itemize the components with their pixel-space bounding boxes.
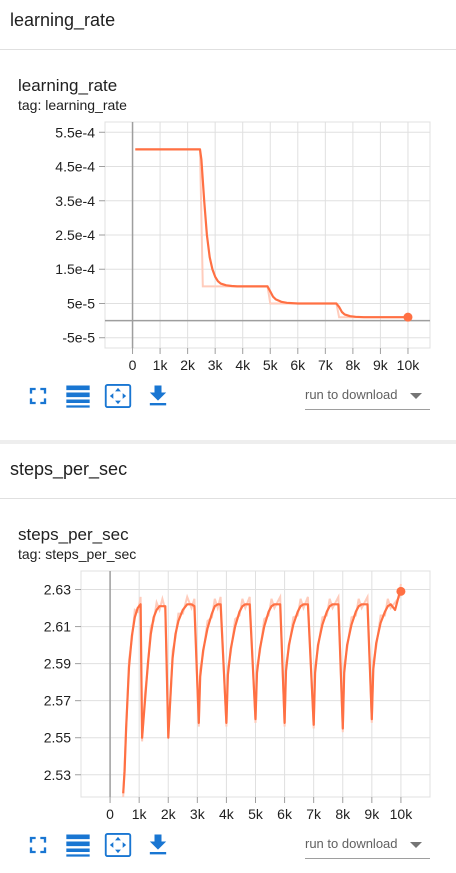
toggle-y-log-icon xyxy=(66,834,90,857)
toggle-y-log-button[interactable] xyxy=(64,831,92,859)
y-tick-label: 4.5e-4 xyxy=(55,159,95,175)
toggle-y-log-button[interactable] xyxy=(64,382,92,410)
x-tick-label: 0 xyxy=(106,806,114,822)
y-tick-label: 5.5e-4 xyxy=(55,124,95,140)
x-tick-label: 10k xyxy=(390,806,414,822)
x-tick-label: 8k xyxy=(335,806,351,822)
download-select[interactable]: run to download xyxy=(305,382,430,410)
x-tick-label: 7k xyxy=(306,806,322,822)
x-tick-label: 0 xyxy=(129,357,137,373)
x-tick-label: 9k xyxy=(373,357,389,373)
section-title: steps_per_sec xyxy=(10,459,128,479)
download-select-label: run to download xyxy=(305,836,398,851)
y-tick-label: 5e-5 xyxy=(67,295,95,311)
x-tick-label: 10k xyxy=(397,357,421,373)
section-separator xyxy=(0,440,456,444)
x-tick-label: 2k xyxy=(180,357,196,373)
x-tick-label: 3k xyxy=(208,357,224,373)
section-header-steps-per-sec[interactable]: steps_per_sec xyxy=(0,449,456,499)
fullscreen-button[interactable] xyxy=(24,831,52,859)
x-tick-label: 9k xyxy=(364,806,380,822)
x-tick-label: 8k xyxy=(345,357,361,373)
fit-domain-button[interactable] xyxy=(104,831,132,859)
y-tick-label: 2.5e-4 xyxy=(55,227,95,243)
plot-lines xyxy=(135,148,408,319)
card-tag: tag: learning_rate xyxy=(18,97,127,113)
section-header-learning-rate[interactable]: learning_rate xyxy=(0,0,456,50)
chart-toolbar: run to download xyxy=(0,382,456,416)
x-tick-label: 4k xyxy=(219,806,235,822)
x-tick-label: 1k xyxy=(153,357,169,373)
fullscreen-button[interactable] xyxy=(24,382,52,410)
section-title: learning_rate xyxy=(10,10,116,30)
card-title: steps_per_sec xyxy=(18,525,129,544)
download-button[interactable] xyxy=(144,382,172,410)
fullscreen-icon xyxy=(29,836,47,854)
chart-plot-group: 0 1k 2k 3k 4k 5k 6k 7k 8k 9k 10k -5e-5 5e-5 1.5e-4 2.5… xyxy=(55,121,431,373)
fit-domain-icon xyxy=(104,832,132,858)
y-tick-label: 1.5e-4 xyxy=(55,261,95,277)
x-tick-label: 5k xyxy=(248,806,264,822)
chart-card-learning-rate: learning_rate tag: learning_rate 0 1k 2k 3k… xyxy=(0,50,456,440)
chart-plot-group: 0 1k 2k 3k 4k 5k 6k 7k 8k 9k 10k 2.53 2.55 2.57 2.59 2.… xyxy=(44,570,431,822)
chart-toolbar: run to download xyxy=(0,831,456,865)
series-line xyxy=(135,148,408,319)
download-select[interactable]: run to download xyxy=(305,831,430,859)
last-point-marker xyxy=(396,586,406,596)
x-tick-label: 7k xyxy=(318,357,334,373)
y-tick-label: 2.61 xyxy=(44,619,71,635)
download-button[interactable] xyxy=(144,831,172,859)
y-tick-label: -5e-5 xyxy=(62,330,95,346)
chevron-down-icon xyxy=(410,842,422,848)
steps-per-sec-chart[interactable]: 0 1k 2k 3k 4k 5k 6k 7k 8k 9k 10k 2.53 2.55 2.57 2.59 2.… xyxy=(0,570,456,851)
y-tick-label: 3.5e-4 xyxy=(55,193,95,209)
chevron-down-icon xyxy=(410,393,422,399)
last-point-marker xyxy=(403,312,413,322)
x-tick-label: 2k xyxy=(161,806,177,822)
y-tick-label: 2.57 xyxy=(44,693,71,709)
fit-domain-icon xyxy=(104,383,132,409)
x-tick-label: 3k xyxy=(190,806,206,822)
download-icon xyxy=(149,834,167,855)
y-tick-label: 2.59 xyxy=(44,656,71,672)
y-tick-label: 2.53 xyxy=(44,767,71,783)
download-icon xyxy=(149,385,167,406)
card-title: learning_rate xyxy=(18,76,118,95)
download-select-label: run to download xyxy=(305,387,398,402)
y-tick-label: 2.63 xyxy=(44,582,71,598)
plot-lines xyxy=(122,583,402,797)
card-tag: tag: steps_per_sec xyxy=(18,546,137,562)
x-tick-label: 6k xyxy=(290,357,306,373)
y-tick-label: 2.55 xyxy=(44,730,71,746)
x-tick-label: 6k xyxy=(277,806,293,822)
fullscreen-icon xyxy=(29,387,47,405)
chart-card-steps-per-sec: steps_per_sec tag: steps_per_sec 0 1k 2k 3k… xyxy=(0,499,456,873)
x-tick-label: 5k xyxy=(263,357,279,373)
x-tick-label: 4k xyxy=(235,357,251,373)
toggle-y-log-icon xyxy=(66,385,90,408)
fit-domain-button[interactable] xyxy=(104,382,132,410)
series-line xyxy=(122,590,402,794)
learning-rate-chart[interactable]: 0 1k 2k 3k 4k 5k 6k 7k 8k 9k 10k -5e-5 5e-5 1.5e-4 2.5… xyxy=(0,121,456,402)
x-tick-label: 1k xyxy=(132,806,148,822)
